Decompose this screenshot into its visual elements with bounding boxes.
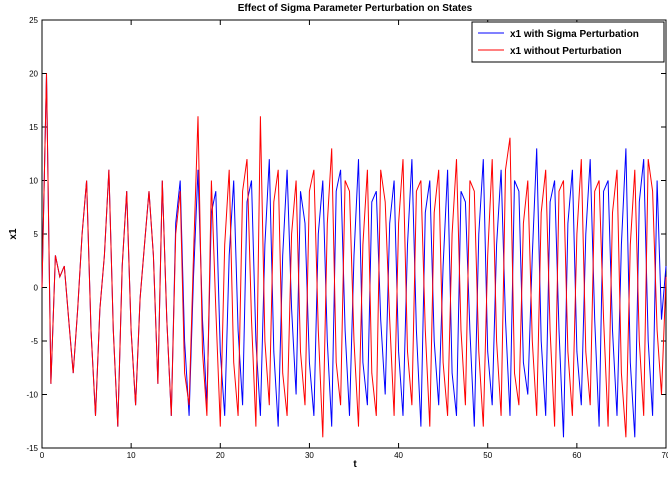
x-tick-label: 20 bbox=[216, 451, 225, 460]
y-tick-label: 5 bbox=[34, 230, 39, 239]
legend-label: x1 without Perturbation bbox=[510, 46, 622, 57]
y-tick-label: -10 bbox=[26, 391, 38, 400]
y-tick-label: -5 bbox=[31, 337, 39, 346]
y-axis-label: x1 bbox=[8, 228, 19, 240]
y-tick-label: 10 bbox=[29, 177, 38, 186]
y-tick-label: 20 bbox=[29, 70, 38, 79]
x-tick-label: 60 bbox=[572, 451, 581, 460]
x-tick-label: 50 bbox=[483, 451, 492, 460]
legend-box bbox=[471, 21, 665, 63]
x-tick-label: 0 bbox=[40, 451, 45, 460]
chart-title: Effect of Sigma Parameter Perturbation o… bbox=[238, 3, 473, 14]
x-axis-label: t bbox=[353, 459, 357, 470]
legend-label: x1 with Sigma Perturbation bbox=[510, 29, 639, 40]
x-tick-label: 70 bbox=[662, 451, 668, 460]
y-tick-label: 0 bbox=[34, 284, 39, 293]
plot-area bbox=[41, 19, 667, 449]
y-tick-label: -15 bbox=[26, 444, 38, 453]
x-tick-label: 30 bbox=[305, 451, 314, 460]
x-tick-label: 10 bbox=[127, 451, 136, 460]
y-tick-label: 15 bbox=[29, 123, 38, 132]
data-line bbox=[41, 73, 667, 438]
y-tick-label: 25 bbox=[29, 16, 38, 25]
x-tick-label: 40 bbox=[394, 451, 403, 460]
